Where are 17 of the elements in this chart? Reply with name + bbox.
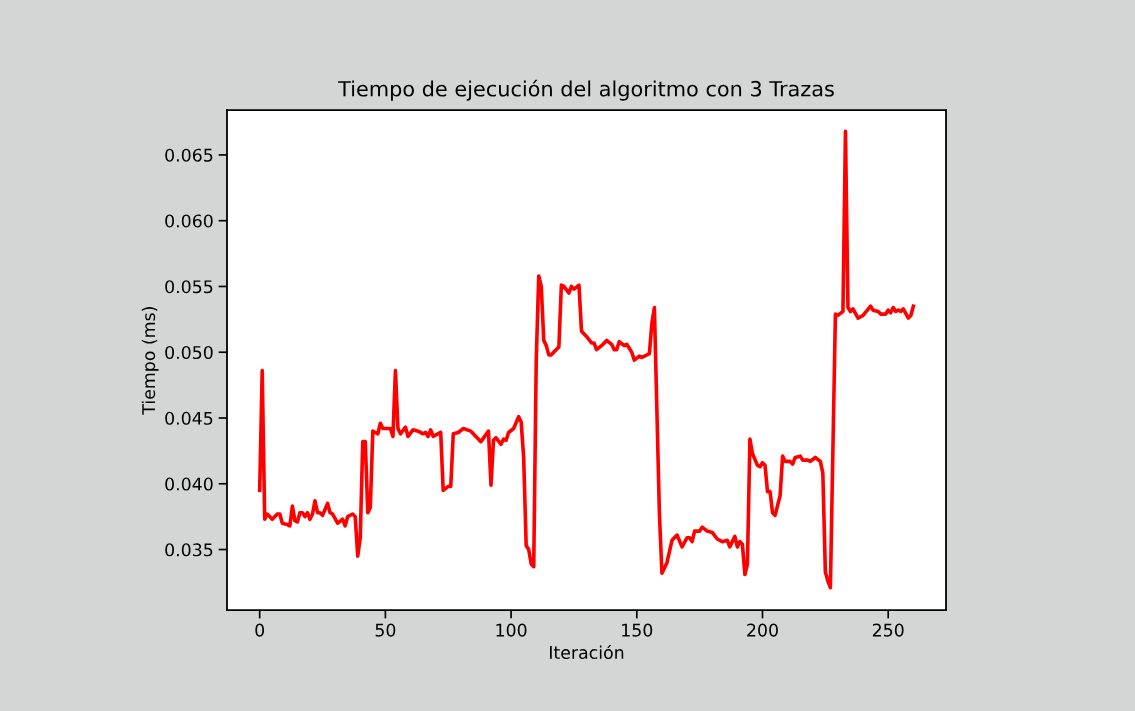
x-tick-label: 100 <box>496 623 527 637</box>
y-tick-label: 0.035 <box>165 543 213 557</box>
x-tick-label: 50 <box>375 623 396 637</box>
y-tick-label: 0.045 <box>165 411 213 425</box>
x-tick-label: 150 <box>622 623 653 637</box>
x-axis-title: Iteración <box>550 644 624 660</box>
y-axis-title: Tiempo (ms) <box>141 307 159 415</box>
x-tick-label: 200 <box>747 623 778 637</box>
y-tick-label: 0.040 <box>165 477 213 491</box>
x-tick-label: 250 <box>872 623 904 637</box>
x-tick-label: 0 <box>255 623 265 637</box>
y-tick-label: 0.050 <box>165 345 213 360</box>
y-tick-label: 0.065 <box>165 148 213 162</box>
chart-title: Tiempo de ejecución del algoritmo con 3 Trazas <box>338 79 834 101</box>
y-tick-label: 0.055 <box>165 280 213 294</box>
line-series <box>257 129 916 590</box>
y-tick-label: 0.060 <box>165 214 213 228</box>
